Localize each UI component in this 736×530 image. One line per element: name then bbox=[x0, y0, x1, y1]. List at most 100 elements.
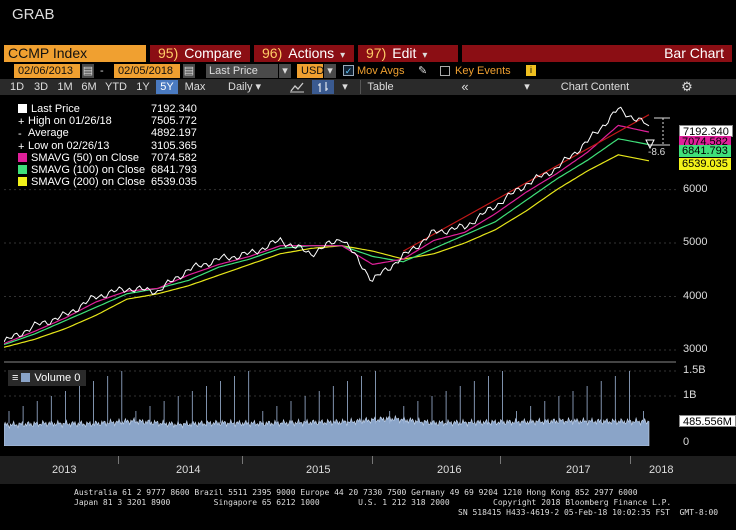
bar-chart-icon[interactable] bbox=[312, 80, 334, 94]
key-events-checkbox[interactable] bbox=[440, 66, 450, 76]
legend-label: SMAVG (100) on Close bbox=[31, 163, 146, 176]
legend-label: SMAVG (200) on Close bbox=[31, 176, 146, 189]
period-button[interactable]: 1Y bbox=[136, 81, 150, 93]
legend-row-high: + High on 01/26/18 7505.772 bbox=[18, 115, 204, 128]
legend-swatch bbox=[18, 164, 27, 174]
field-select[interactable]: Last Price bbox=[206, 64, 278, 78]
ticker-field[interactable]: CCMP Index bbox=[4, 45, 146, 62]
x-tick-label: 2013 bbox=[52, 464, 77, 476]
mov-avgs-label: Mov Avgs bbox=[357, 65, 405, 77]
x-tick-label: 2016 bbox=[437, 464, 462, 476]
price-y-tick: 5000 bbox=[683, 236, 708, 249]
toolbar bbox=[0, 79, 736, 95]
legend-value: 4892.197 bbox=[151, 127, 197, 140]
x-tick-mark bbox=[118, 456, 119, 464]
table-button[interactable]: Table bbox=[360, 80, 400, 94]
price-y-tick: 6000 bbox=[683, 182, 708, 195]
period-button[interactable]: Max bbox=[184, 81, 206, 93]
period-button[interactable]: YTD bbox=[105, 81, 127, 93]
compare-button[interactable]: 95) Compare bbox=[150, 45, 250, 62]
compare-label: Compare bbox=[184, 45, 242, 61]
chart-style-dropdown-icon[interactable]: ▾ bbox=[342, 81, 348, 93]
line-chart-icon[interactable] bbox=[288, 80, 306, 94]
trendline bbox=[403, 114, 650, 252]
footer-line-1: Australia 61 2 9777 8600 Brazil 5511 239… bbox=[74, 488, 638, 497]
legend-value: 7074.582 bbox=[151, 151, 197, 164]
legend-row-sma200: SMAVG (200) on Close 6539.035 bbox=[18, 176, 204, 188]
sma50-line bbox=[4, 124, 650, 345]
currency-field[interactable]: USD bbox=[297, 64, 324, 78]
volume-swatch bbox=[21, 373, 31, 382]
drawdown-marker bbox=[645, 117, 670, 150]
edit-button[interactable]: 97) Edit ▾ bbox=[358, 45, 458, 62]
drawdown-label: -8.6 bbox=[648, 147, 666, 158]
x-tick-label: 2017 bbox=[566, 464, 591, 476]
sma100-tag: 6841.793 bbox=[679, 145, 731, 157]
legend-marker: - bbox=[18, 128, 22, 141]
x-tick-label: 2014 bbox=[176, 464, 201, 476]
legend-swatch bbox=[18, 152, 27, 162]
x-tick-label: 2015 bbox=[306, 464, 331, 476]
volume-y-tick: 0 bbox=[683, 436, 690, 448]
x-tick-mark bbox=[630, 456, 631, 464]
chart-type-button[interactable]: Bar Chart bbox=[462, 45, 732, 62]
pencil-icon[interactable]: ✎ bbox=[418, 65, 428, 77]
info-icon[interactable]: i bbox=[526, 65, 536, 76]
panel-divider bbox=[4, 361, 676, 363]
x-tick-label: 2018 bbox=[649, 464, 674, 476]
legend-value: 6841.793 bbox=[151, 163, 197, 176]
footer-line-3: SN 518415 H433-4619-2 05-Feb-18 10:02:35… bbox=[458, 508, 719, 517]
footer-line-2: Japan 81 3 3201 8900 Singapore 65 6212 1… bbox=[74, 498, 672, 507]
legend-label: Average bbox=[28, 127, 69, 140]
compare-shortcut: 95) bbox=[158, 45, 179, 61]
edit-dropdown-icon: ▾ bbox=[422, 50, 428, 61]
last-price-tag: 7192.340 bbox=[679, 125, 733, 138]
start-date-field[interactable]: 02/06/2013 bbox=[14, 64, 80, 78]
legend-label: Low on 02/26/13 bbox=[28, 139, 110, 152]
period-button[interactable]: 1D bbox=[9, 81, 25, 93]
mov-avgs-checkbox[interactable]: ✓ bbox=[343, 65, 354, 76]
end-calendar-icon[interactable]: ▤ bbox=[183, 64, 195, 78]
frequency-select[interactable]: Daily ▾ bbox=[214, 80, 274, 94]
legend-swatch bbox=[18, 177, 27, 187]
legend-row-average: - Average 4892.197 bbox=[18, 127, 204, 141]
period-button-selected[interactable]: 5Y bbox=[156, 80, 178, 94]
end-date-field[interactable]: 02/05/2018 bbox=[114, 64, 180, 78]
gear-icon[interactable]: ⚙ bbox=[681, 79, 693, 94]
frequency-dropdown-icon: ▾ bbox=[255, 81, 262, 93]
frequency-label: Daily bbox=[228, 81, 253, 93]
double-chevron-left-icon[interactable]: « bbox=[461, 79, 469, 94]
price-gridlines bbox=[4, 189, 676, 351]
legend-row-sma50: SMAVG (50) on Close 7074.582 bbox=[18, 152, 204, 164]
actions-label: Actions bbox=[288, 45, 335, 61]
volume-chart[interactable] bbox=[4, 366, 676, 446]
period-button[interactable]: 1M bbox=[57, 81, 73, 93]
currency-dropdown-icon[interactable]: ▾ bbox=[324, 64, 336, 78]
key-events-label: Key Events bbox=[455, 65, 511, 77]
actions-button[interactable]: 96) Actions ▾ bbox=[254, 45, 354, 62]
period-button[interactable]: 6M bbox=[81, 81, 97, 93]
volume-legend-value: 0 bbox=[74, 372, 81, 384]
price-chart[interactable] bbox=[4, 96, 676, 358]
price-line bbox=[4, 106, 650, 343]
footer: Australia 61 2 9777 8600 Brazil 5511 239… bbox=[0, 484, 736, 530]
legend-row-last-price: Last Price 7192.340 bbox=[18, 103, 204, 115]
start-calendar-icon[interactable]: ▤ bbox=[82, 64, 94, 78]
legend-row-sma100: SMAVG (100) on Close 6841.793 bbox=[18, 164, 204, 176]
volume-gridlines bbox=[4, 370, 676, 397]
legend-swatch bbox=[18, 104, 27, 113]
field-dropdown-icon[interactable]: ▾ bbox=[279, 64, 291, 78]
legend: Last Price 7192.340 + High on 01/26/18 7505… bbox=[18, 103, 204, 199]
date-range-separator: - bbox=[100, 65, 104, 77]
sma200-line bbox=[4, 154, 650, 348]
edit-label: Edit bbox=[392, 45, 417, 61]
volume-legend-marker: ≡ bbox=[12, 372, 19, 384]
actions-shortcut: 96) bbox=[262, 45, 283, 61]
volume-spikes bbox=[8, 371, 644, 424]
period-button[interactable]: 3D bbox=[33, 81, 49, 93]
chart-content-dropdown-icon[interactable]: ▾ bbox=[524, 81, 530, 93]
legend-value: 7192.340 bbox=[151, 103, 197, 115]
legend-label: SMAVG (50) on Close bbox=[31, 151, 140, 164]
edit-shortcut: 97) bbox=[366, 45, 387, 61]
chart-content-button[interactable]: Chart Content bbox=[560, 81, 630, 93]
